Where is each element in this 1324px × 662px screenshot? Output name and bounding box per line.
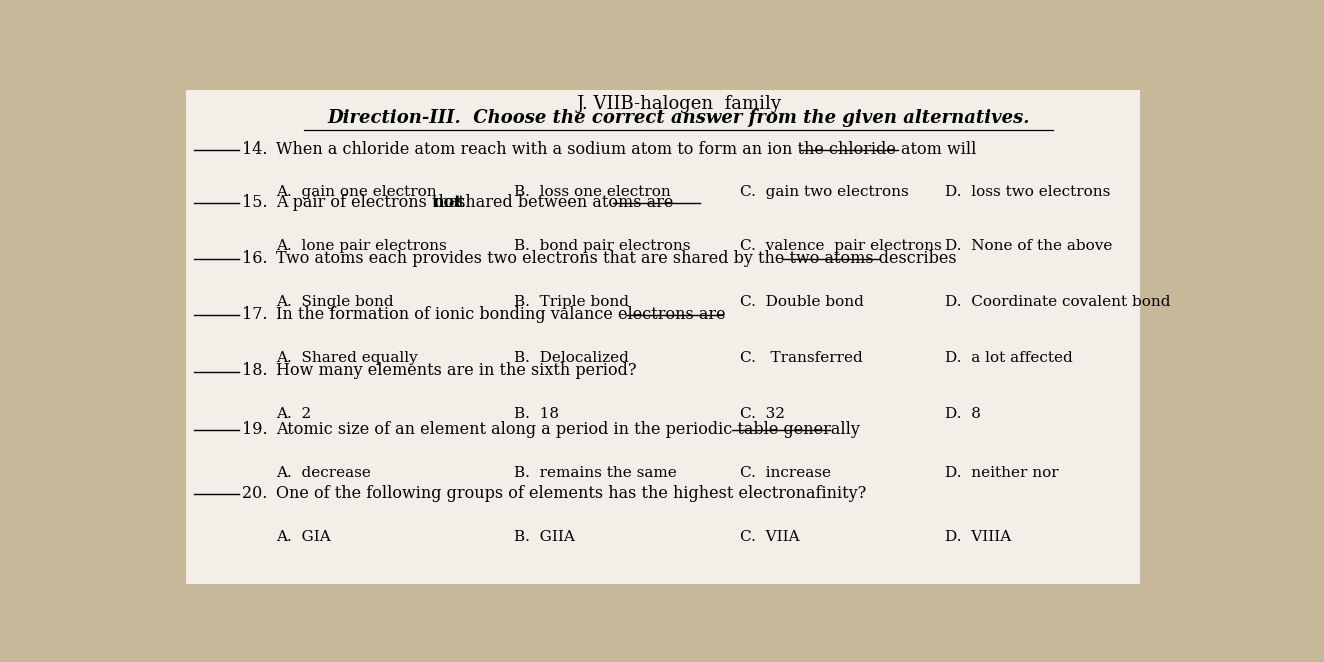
Text: C.  Double bond: C. Double bond [740,295,865,309]
Text: 15.: 15. [242,194,273,211]
Text: C.  VIIA: C. VIIA [740,530,800,544]
Text: 16.: 16. [242,250,273,267]
Text: Atomic size of an element along a period in the periodic table generally: Atomic size of an element along a period… [277,421,861,438]
Text: B.  18: B. 18 [514,407,559,421]
Text: C.  increase: C. increase [740,466,831,480]
Text: D.  a lot affected: D. a lot affected [945,351,1072,365]
Text: C.  gain two electrons: C. gain two electrons [740,185,908,199]
Text: D.  neither nor: D. neither nor [945,466,1059,480]
Text: B.  loss one electron: B. loss one electron [514,185,671,199]
Text: Direction-III.  Choose the correct answer from the given alternatives.: Direction-III. Choose the correct answer… [327,109,1030,127]
Text: shared between atoms are: shared between atoms are [451,194,673,211]
Text: C.  32: C. 32 [740,407,785,421]
Text: A.  Shared equally: A. Shared equally [277,351,418,365]
Text: not: not [433,194,462,211]
Text: D.  loss two electrons: D. loss two electrons [945,185,1111,199]
Text: A.  decrease: A. decrease [277,466,371,480]
Text: One of the following groups of elements has the highest electronafinity?: One of the following groups of elements … [277,485,867,502]
Text: 19.: 19. [242,421,273,438]
Text: In the formation of ionic bonding valance electrons are: In the formation of ionic bonding valanc… [277,307,726,323]
Text: When a chloride atom reach with a sodium atom to form an ion the chloride atom w: When a chloride atom reach with a sodium… [277,140,977,158]
Text: A.  lone pair electrons: A. lone pair electrons [277,239,448,253]
Text: A.  Single bond: A. Single bond [277,295,395,309]
Text: C.  valence  pair electrons: C. valence pair electrons [740,239,941,253]
FancyBboxPatch shape [185,89,1140,584]
Text: D.  None of the above: D. None of the above [945,239,1112,253]
Text: 14.: 14. [242,140,273,158]
Text: B.  remains the same: B. remains the same [514,466,677,480]
Text: 17.: 17. [242,307,273,323]
Text: 20.: 20. [242,485,273,502]
Text: D.  VIIIA: D. VIIIA [945,530,1012,544]
Text: B.  Delocalized: B. Delocalized [514,351,629,365]
Text: C.   Transferred: C. Transferred [740,351,863,365]
Text: J. VIIB-halogen  family: J. VIIB-halogen family [576,95,781,113]
Text: A.  gain one electron: A. gain one electron [277,185,437,199]
Text: A.  GIA: A. GIA [277,530,331,544]
Text: D.  Coordinate covalent bond: D. Coordinate covalent bond [945,295,1170,309]
Text: D.  8: D. 8 [945,407,981,421]
Text: Two atoms each provides two electrons that are shared by the two atoms describes: Two atoms each provides two electrons th… [277,250,957,267]
Text: A.  2: A. 2 [277,407,311,421]
Text: B.  bond pair electrons: B. bond pair electrons [514,239,691,253]
Text: B.  Triple bond: B. Triple bond [514,295,629,309]
Text: B.  GIIA: B. GIIA [514,530,575,544]
Text: 18.: 18. [242,362,273,379]
Text: A pair of electrons that: A pair of electrons that [277,194,470,211]
Text: How many elements are in the sixth period?: How many elements are in the sixth perio… [277,362,637,379]
